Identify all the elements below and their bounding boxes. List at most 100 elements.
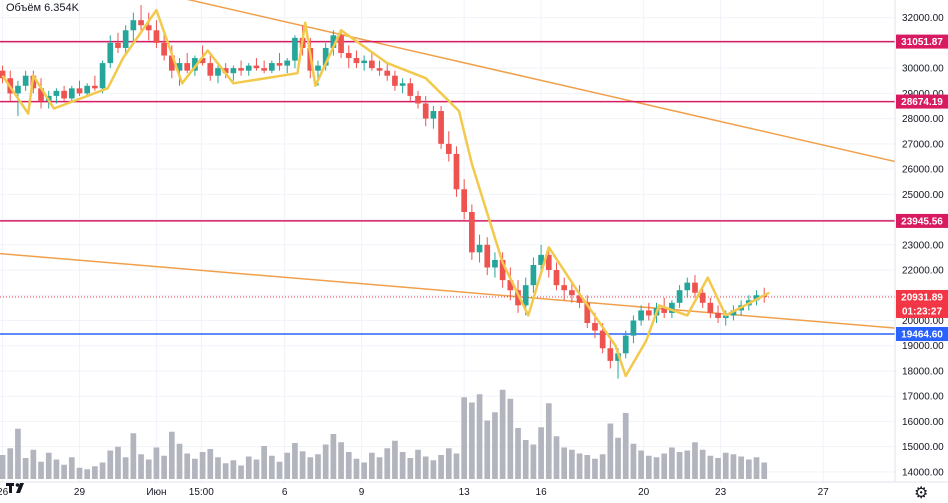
volume-bar — [692, 442, 698, 479]
time-tick-label: 26 — [0, 487, 9, 498]
volume-bar — [422, 456, 429, 479]
volume-bar — [507, 398, 514, 479]
candle-body — [130, 20, 137, 31]
volume-bar — [253, 459, 260, 479]
candle-body — [730, 310, 737, 316]
candle-body — [669, 302, 675, 313]
candle-body — [622, 335, 629, 354]
volume-bar — [22, 458, 29, 479]
candle-body — [99, 63, 106, 89]
volume-bar — [699, 449, 706, 479]
tradingview-logo — [6, 481, 28, 495]
candle-body — [599, 330, 606, 349]
candle-body — [315, 65, 321, 71]
volume-bar — [522, 440, 529, 479]
volume-bar — [338, 442, 344, 479]
time-tick-label: Июн — [146, 487, 166, 498]
current-price-tag-bg — [896, 289, 948, 304]
candle-body — [699, 292, 706, 303]
candle-body — [722, 315, 729, 318]
candle-body — [522, 285, 529, 306]
candle-body — [392, 75, 398, 86]
volume-bar — [192, 458, 198, 479]
countdown-tag: 01:23:27 — [902, 306, 942, 317]
candle-body — [53, 90, 60, 96]
price-tick-label: 16000.00 — [902, 417, 944, 428]
candle-body — [184, 63, 191, 71]
time-axis[interactable]: 26 29 Июн 15:00 6 9 13 16 20 23 27 — [0, 487, 829, 498]
volume-bar — [207, 449, 214, 479]
volume-bar — [353, 458, 360, 479]
volume-bar — [707, 455, 714, 479]
level-price-tag-bg — [896, 94, 948, 109]
volume-bar — [176, 443, 183, 479]
volume-bar — [438, 455, 444, 479]
volume-bar — [76, 467, 83, 479]
countdown-tag-bg — [896, 303, 948, 318]
volume-bar — [145, 459, 152, 479]
volume-bar — [653, 457, 660, 479]
price-axis[interactable]: 32000.0031000.0030000.0029000.0028000.00… — [902, 13, 944, 478]
level-price-tag-bg — [896, 213, 948, 228]
level-price-tag: 31051.87 — [901, 37, 943, 48]
candle-body — [638, 310, 644, 321]
volume-bar — [645, 455, 652, 479]
candle-body — [584, 302, 591, 324]
volume-bar — [745, 459, 752, 479]
candle-body — [84, 85, 91, 94]
volume-bar — [92, 466, 98, 479]
volume-bar — [576, 453, 583, 479]
price-tick-label: 15000.00 — [902, 442, 944, 453]
time-tick-label: 9 — [359, 487, 365, 498]
volume-bar — [361, 462, 368, 479]
candle-body — [92, 85, 98, 89]
volume-bar — [599, 454, 606, 479]
candle-body — [461, 189, 468, 212]
candle-body — [145, 25, 152, 31]
candle-body — [153, 30, 160, 43]
volume-bar — [30, 449, 37, 479]
volume-bar — [68, 457, 75, 479]
candle-body — [192, 58, 198, 71]
volume-bar — [730, 454, 737, 479]
volume-bar — [515, 428, 521, 479]
price-tick-label: 27000.00 — [902, 139, 944, 150]
volume-bar — [753, 457, 760, 479]
volume-bar — [276, 461, 283, 479]
volume-bar — [130, 433, 137, 479]
volume-bar — [369, 452, 375, 479]
time-tick-label: 20 — [638, 487, 650, 498]
volume-bar — [53, 459, 60, 479]
candle-body — [438, 111, 444, 144]
volume-bar — [315, 454, 321, 479]
time-tick-label: 27 — [818, 487, 830, 498]
candle-body — [361, 60, 368, 64]
candle-body — [492, 259, 498, 268]
volume-bar — [161, 455, 167, 479]
candle-body — [38, 88, 44, 101]
volume-bar — [376, 457, 383, 479]
volume-bar — [138, 454, 144, 479]
gear-icon[interactable]: ⚙ — [914, 485, 929, 502]
candle-body — [592, 323, 598, 331]
volume-bar — [407, 458, 414, 479]
horizontal-levels — [0, 40, 895, 335]
trend-lines — [0, 0, 896, 329]
candle-body — [107, 42, 114, 64]
time-tick-label: 16 — [536, 487, 548, 498]
trend-line — [0, 252, 896, 329]
candle-body — [245, 65, 252, 71]
candle-body — [222, 68, 229, 74]
candle-body — [715, 312, 721, 318]
candle-body — [115, 42, 121, 48]
volume-bar — [384, 448, 391, 479]
volume-bar — [415, 449, 421, 479]
volume-bar — [545, 403, 552, 479]
time-tick-label: 6 — [282, 487, 288, 498]
candle-body — [161, 42, 167, 56]
volume-bar — [245, 456, 252, 479]
volume-bar — [330, 434, 337, 479]
volume-bar — [399, 452, 406, 479]
volume-bar — [538, 427, 544, 479]
